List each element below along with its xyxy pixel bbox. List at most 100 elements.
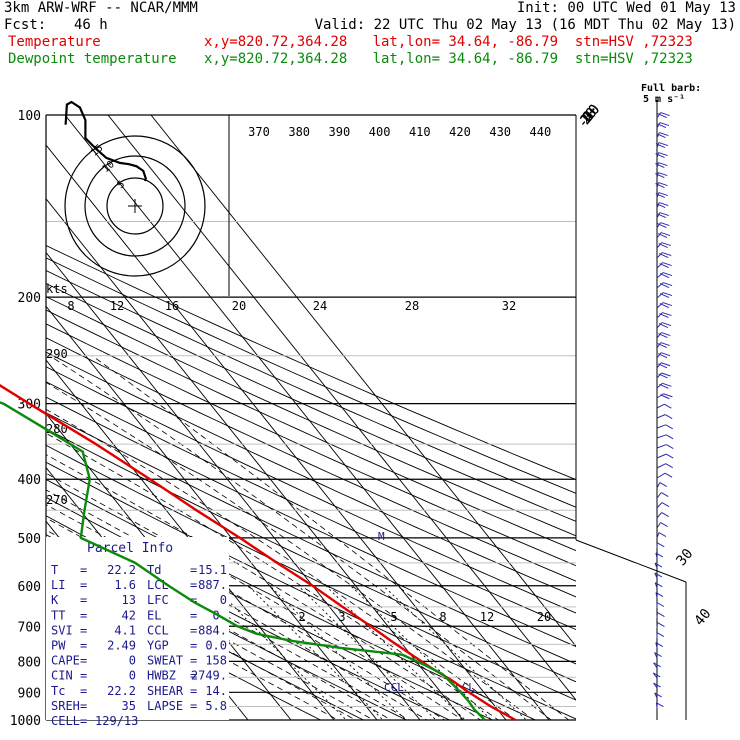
wind-barb-flag xyxy=(661,512,669,517)
theta-left-label: 270 xyxy=(46,493,68,507)
wind-barb-staff xyxy=(656,292,664,299)
wind-barb-flag xyxy=(656,203,666,209)
wind-barb-flag xyxy=(660,342,670,347)
freezing-level-marker: M xyxy=(378,530,385,543)
wind-speed-scale-label: 12 xyxy=(110,299,124,313)
model-title: 3km ARW-WRF -- NCAR/MMM xyxy=(4,0,198,16)
wind-barb-staff xyxy=(654,572,658,579)
wind-barb-flag xyxy=(656,602,665,607)
wind-barb-staff xyxy=(656,362,662,369)
wind-barb-staff xyxy=(656,232,662,239)
wind-barb-flag xyxy=(666,444,674,449)
wind-barb-flag xyxy=(660,352,671,357)
parcel-param-name: YGP xyxy=(147,639,169,653)
parcel-param-value: 35 xyxy=(122,699,136,713)
dry-adiabat-line xyxy=(46,351,576,598)
dewpoint-profile-line xyxy=(0,401,486,721)
wind-barb-staff xyxy=(656,532,660,539)
wind-barb-staff xyxy=(655,702,658,709)
wind-barb-staff xyxy=(656,152,660,159)
wind-barb-flag xyxy=(659,212,669,217)
wind-barb-staff xyxy=(656,302,664,309)
wind-barb-flag xyxy=(662,292,673,297)
wind-barb-staff xyxy=(656,352,662,359)
parcel-param-value: 2.49 xyxy=(107,639,136,653)
wind-barb-staff xyxy=(656,512,663,519)
parcel-param-name: CIN xyxy=(51,669,73,683)
dry-adiabat-line xyxy=(46,323,576,567)
wind-barb-flag xyxy=(661,372,671,377)
mixing-ratio-label: 5 xyxy=(390,610,397,624)
wind-barb-flag xyxy=(656,213,666,219)
parcel-param-name: SHEAR xyxy=(147,684,184,698)
parcel-param-name: SWEAT xyxy=(147,654,183,668)
wind-barb-staff xyxy=(656,453,667,459)
mixing-ratio-line xyxy=(213,585,347,720)
wind-barb-flag xyxy=(662,302,673,307)
parcel-param-value: 158 xyxy=(205,654,227,668)
wind-barb-flag xyxy=(660,232,671,237)
wind-barb-staff xyxy=(656,162,659,169)
parcel-param-value: 0 xyxy=(129,669,136,683)
wind-barb-staff xyxy=(656,482,661,489)
wind-barb-staff xyxy=(654,692,658,699)
parcel-param-value: 15.1 xyxy=(198,563,227,577)
wind-barb-staff xyxy=(656,202,660,209)
wind-barb-staff xyxy=(656,192,660,199)
wind-barb-staff xyxy=(656,262,664,269)
parcel-info-title: Parcel Info xyxy=(87,541,173,556)
wind-speed-scale-label: 16 xyxy=(165,299,179,313)
wind-barb-flag xyxy=(654,572,663,578)
mixing-ratio-label: 3 xyxy=(338,610,345,624)
pressure-label: 700 xyxy=(18,620,41,635)
wind-barb-staff xyxy=(656,172,659,179)
parcel-param-name: LFC xyxy=(147,593,169,607)
wind-barb-flag xyxy=(659,482,668,487)
ccl-marker-label: CCL xyxy=(384,681,404,694)
wind-barb-flag xyxy=(652,672,661,678)
dry-adiabat-line xyxy=(46,444,576,701)
wind-barb-staff xyxy=(656,322,663,329)
parcel-param-eq: = xyxy=(190,578,197,592)
wind-barb-flag xyxy=(664,472,673,478)
mixing-ratio-label: 12 xyxy=(480,610,494,624)
parcel-param-value: 5.8 xyxy=(205,699,227,713)
parcel-param-eq: = xyxy=(80,654,87,668)
mixing-ratio-label: 20 xyxy=(537,610,551,624)
parcel-param-eq: = xyxy=(80,684,87,698)
wind-barb-staff xyxy=(656,122,661,129)
wind-barb-staff xyxy=(656,242,663,249)
right-border-diagonal xyxy=(575,539,687,583)
isotherm-line xyxy=(64,115,550,720)
wind-barb-flag xyxy=(661,322,672,327)
parcel-param-value: 0 xyxy=(129,654,136,668)
parcel-param-value: 14. xyxy=(205,684,227,698)
wind-barb-flag xyxy=(661,242,671,247)
mixing-ratio-grid xyxy=(213,585,527,720)
isotherm-line xyxy=(107,115,576,701)
parcel-param-eq: = xyxy=(190,639,197,653)
parcel-cell-value: 129/13 xyxy=(95,714,138,728)
pressure-label: 1000 xyxy=(10,714,41,729)
dry-adiabat-line xyxy=(46,366,576,614)
parcel-param-name: Tc xyxy=(51,684,65,698)
legend-temperature-name: Temperature xyxy=(8,34,101,50)
wind-barb-staff xyxy=(654,582,658,589)
wind-barb-staff xyxy=(656,272,664,279)
wind-barb-staff xyxy=(656,182,659,189)
parcel-param-name: LCL xyxy=(147,578,169,592)
wind-barb-flag xyxy=(657,233,668,239)
lcl-marker-label: LCL xyxy=(455,681,475,694)
wind-barb-flag xyxy=(657,363,668,369)
init-time: Init: 00 UTC Wed 01 May 13 xyxy=(516,0,736,16)
wind-barb-flag xyxy=(659,132,669,137)
wind-barb-flag xyxy=(659,122,670,127)
wind-barb-flag xyxy=(662,262,672,267)
theta-left-label: 290 xyxy=(46,347,68,361)
wind-barb-flag xyxy=(665,434,674,440)
parcel-param-name: T xyxy=(51,563,58,577)
parcel-param-value: 884. xyxy=(198,623,227,637)
wind-barb-flag xyxy=(655,592,664,598)
theta-label: 370 xyxy=(248,125,270,139)
